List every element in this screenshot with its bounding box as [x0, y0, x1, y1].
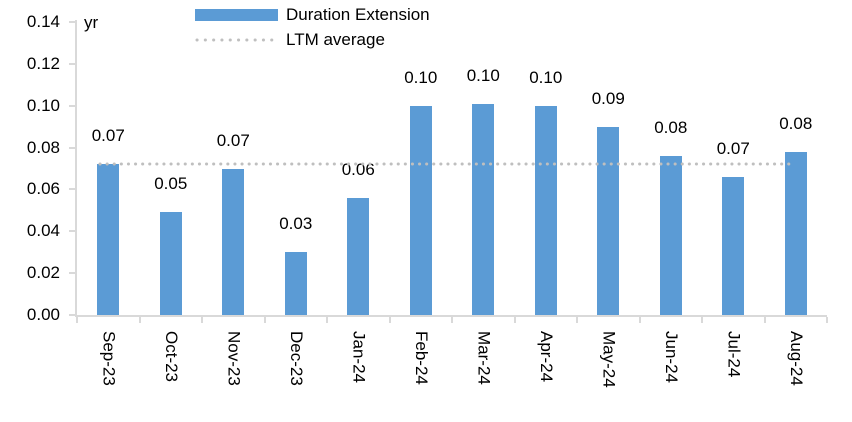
- bar-value-label-may-24: 0.09: [589, 88, 627, 109]
- x-axis-label-may-24: May-24: [599, 331, 619, 388]
- bar-may-24: [597, 126, 620, 315]
- x-axis-tick: [76, 317, 78, 323]
- bar-jun-24: [659, 155, 682, 315]
- bar-value-label-feb-24: 0.10: [402, 67, 440, 88]
- x-axis-tick: [326, 317, 328, 323]
- bar-value-label-apr-24: 0.10: [527, 67, 565, 88]
- bar-dec-23: [284, 252, 307, 315]
- y-axis-tick-label: 0.14: [26, 12, 60, 31]
- legend-item-ltm-average: LTM average: [195, 30, 430, 50]
- bar-feb-24: [409, 105, 432, 315]
- bar-aug-24: [784, 151, 807, 315]
- bar-value-label-jul-24: 0.07: [714, 138, 752, 159]
- bar-value-label-nov-23: 0.07: [214, 130, 252, 151]
- x-axis-tick: [451, 317, 453, 323]
- y-axis-tick: [69, 62, 76, 65]
- bar-apr-24: [534, 105, 557, 315]
- x-axis-tick: [263, 317, 266, 323]
- bar-jul-24: [722, 176, 745, 315]
- bar-mar-24: [472, 103, 495, 315]
- x-axis-tick: [513, 317, 516, 323]
- y-axis-tick: [69, 272, 76, 275]
- x-axis-tick: [826, 317, 828, 323]
- x-axis-label-aug-24: Aug-24: [786, 331, 806, 386]
- x-axis-tick: [576, 317, 578, 323]
- y-axis-line: [75, 20, 77, 317]
- x-axis-label-sep-23: Sep-23: [99, 331, 119, 386]
- bar-value-label-sep-23: 0.07: [89, 126, 127, 147]
- x-axis-label-oct-23: Oct-23: [161, 331, 181, 383]
- x-axis-tick: [763, 317, 766, 323]
- bar-oct-23: [159, 212, 182, 315]
- legend-label-duration-extension: Duration Extension: [286, 5, 430, 24]
- y-axis-tick-label: 0.12: [26, 53, 60, 73]
- x-axis-tick: [701, 317, 703, 323]
- y-axis-tick: [69, 21, 76, 23]
- bar-jan-24: [347, 197, 370, 315]
- x-axis-tick: [388, 317, 391, 323]
- x-axis-label-jan-24: Jan-24: [349, 331, 369, 383]
- bar-value-label-mar-24: 0.10: [464, 65, 502, 86]
- x-axis-tick: [638, 317, 641, 323]
- y-axis-tick-label: 0.06: [26, 179, 60, 199]
- x-axis-tick: [201, 317, 203, 323]
- x-axis-label-apr-24: Apr-24: [536, 331, 556, 383]
- y-axis-tick: [69, 146, 76, 149]
- bar-sep-23: [97, 164, 120, 315]
- chart-legend: Duration Extension LTM average: [195, 5, 430, 50]
- y-axis-tick-label: 0.04: [26, 221, 60, 241]
- y-axis-tick-label: 0.08: [26, 137, 60, 157]
- x-axis-tick: [138, 317, 141, 323]
- y-axis-tick: [69, 230, 76, 233]
- y-axis-tick-label: 0.10: [26, 95, 60, 115]
- x-axis-label-dec-23: Dec-23: [286, 331, 306, 386]
- legend-label-ltm-average: LTM average: [286, 30, 385, 49]
- legend-item-duration-extension: Duration Extension: [195, 5, 430, 25]
- y-axis-tick-label: 0.02: [26, 263, 60, 283]
- bar-value-label-dec-23: 0.03: [277, 214, 315, 235]
- y-axis-tick: [69, 104, 76, 107]
- legend-dotted-line-icon: [195, 38, 278, 42]
- x-axis-label-nov-23: Nov-23: [224, 331, 244, 386]
- bar-value-label-oct-23: 0.05: [152, 174, 190, 195]
- bar-nov-23: [222, 168, 245, 315]
- y-axis-tick: [69, 188, 76, 191]
- y-axis-tick-label: 0.00: [26, 305, 60, 324]
- ltm-average-line: [98, 162, 798, 166]
- x-axis-label-jun-24: Jun-24: [661, 331, 681, 383]
- x-axis-label-mar-24: Mar-24: [474, 331, 494, 385]
- bar-value-label-aug-24: 0.08: [777, 113, 815, 134]
- bar-value-label-jun-24: 0.08: [652, 117, 690, 138]
- x-axis-line: [75, 315, 827, 317]
- y-axis-tick: [69, 314, 76, 316]
- x-axis-label-jul-24: Jul-24: [724, 331, 744, 378]
- y-axis-unit-label: yr: [84, 13, 99, 32]
- x-axis-label-feb-24: Feb-24: [411, 331, 431, 385]
- legend-bar-swatch-icon: [195, 9, 278, 21]
